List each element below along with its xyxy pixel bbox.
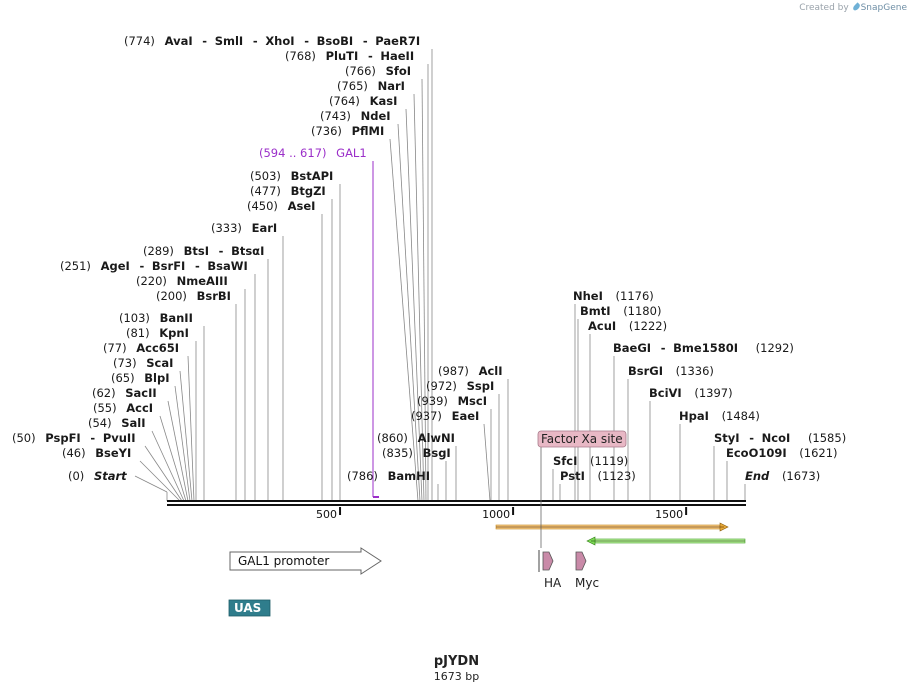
myc-label[interactable]: Myc [575,576,599,590]
uas-feature [228,599,271,617]
site-label[interactable]: (972) SspI [426,379,494,393]
site-label[interactable]: (860) AlwNI [377,431,455,445]
plasmid-name: pJYDN [433,654,480,669]
site-label[interactable]: (289) BtsI - BtsαI [143,244,264,258]
uas-label[interactable]: UAS [234,601,261,615]
site-label[interactable]: (333) EarI [211,221,277,235]
site-label[interactable]: PstI (1123) [560,469,636,483]
credit-prefix: Created by [799,3,849,13]
axis-tick-label: 500 [316,508,337,521]
primer-gal1 [372,161,379,498]
site-label[interactable]: (251) AgeI - BsrFI - BsaWI [60,259,248,273]
credit-brand: SnapGene [860,3,907,13]
site-label[interactable]: EcoO109I (1621) [726,446,838,460]
site-label[interactable]: (774) AvaI - SmlI - XhoI - BsoBI - PaeR7… [124,34,420,48]
site-label[interactable]: (736) PflMI [311,124,384,138]
orf-forward-arrow [495,522,729,532]
end-label[interactable]: End (1673) [745,469,820,483]
site-label[interactable]: (62) SacII [92,386,157,400]
site-label[interactable]: (450) AseI [247,199,315,213]
axis-tick-label: 1500 [655,508,683,521]
site-label[interactable]: BciVI (1397) [649,386,733,400]
site-label[interactable]: (764) KasI [329,94,397,108]
site-label[interactable]: (65) BlpI [111,371,169,385]
site-label[interactable]: (477) BtgZI [250,184,326,198]
primer-label[interactable]: (594 .. 617) GAL1 [259,146,367,160]
site-label[interactable]: (786) BamHI [347,469,430,483]
site-label[interactable]: (503) BstAPI [250,169,333,183]
site-label[interactable]: (81) KpnI [126,326,189,340]
site-label[interactable]: SfcI (1119) [553,454,628,468]
factor-xa-site-label[interactable]: Factor Xa site [541,432,623,446]
plasmid-length: 1673 bp [433,670,480,683]
site-label[interactable]: BaeGI - Bme1580I (1292) [613,341,794,355]
site-label[interactable]: (768) PluTI - HaeII [285,49,414,63]
dna-backbone [167,500,746,506]
plasmid-map: 500 1000 1500 (774) AvaI - SmlI [12,34,846,617]
site-label[interactable]: AcuI (1222) [588,319,667,333]
site-label[interactable]: (50) PspFI - PvuII [12,431,135,445]
site-label[interactable]: (743) NdeI [320,109,391,123]
snapgene-credit: Created by SnapGene [799,2,907,13]
site-label[interactable]: (103) BanII [119,311,193,325]
leader-lines [134,49,746,502]
gal1-promoter-label[interactable]: GAL1 promoter [238,554,329,568]
ha-label[interactable]: HA [544,576,562,590]
site-label[interactable]: (200) BsrBI [156,289,231,303]
ha-tag-feature [538,550,554,572]
site-label[interactable]: NheI (1176) [573,289,654,303]
site-label[interactable]: (73) ScaI [113,356,173,370]
site-label[interactable]: (77) Acc65I [103,341,179,355]
site-label[interactable]: BsrGI (1336) [628,364,714,378]
start-label[interactable]: (0) Start [68,469,127,483]
site-label[interactable]: (987) AclI [438,364,503,378]
site-label[interactable]: (835) BsgI [382,446,451,460]
site-label[interactable]: (939) MscI [417,394,487,408]
axis-tick-label: 1000 [482,508,510,521]
site-label[interactable]: (54) SalI [88,416,146,430]
site-label[interactable]: (220) NmeAIII [136,274,228,288]
site-label[interactable]: (55) AccI [93,401,153,415]
factor-xa-site-feature [537,430,627,548]
site-labels: (774) AvaI - SmlI - XhoI - BsoBI - PaeR7… [12,34,846,483]
myc-tag-feature [575,551,587,571]
orf-reverse-arrow [586,536,746,546]
site-label[interactable]: (937) EaeI [411,409,479,423]
site-label[interactable]: (766) SfoI [345,64,411,78]
gal1-promoter-feature [229,547,382,575]
axis-ticks: 500 1000 1500 [316,507,688,521]
site-label[interactable]: HpaI (1484) [679,409,760,423]
site-label[interactable]: StyI - NcoI (1585) [714,431,846,445]
site-label[interactable]: (765) NarI [337,79,405,93]
site-label[interactable]: (46) BseYI [62,446,131,460]
site-label[interactable]: BmtI (1180) [580,304,661,318]
